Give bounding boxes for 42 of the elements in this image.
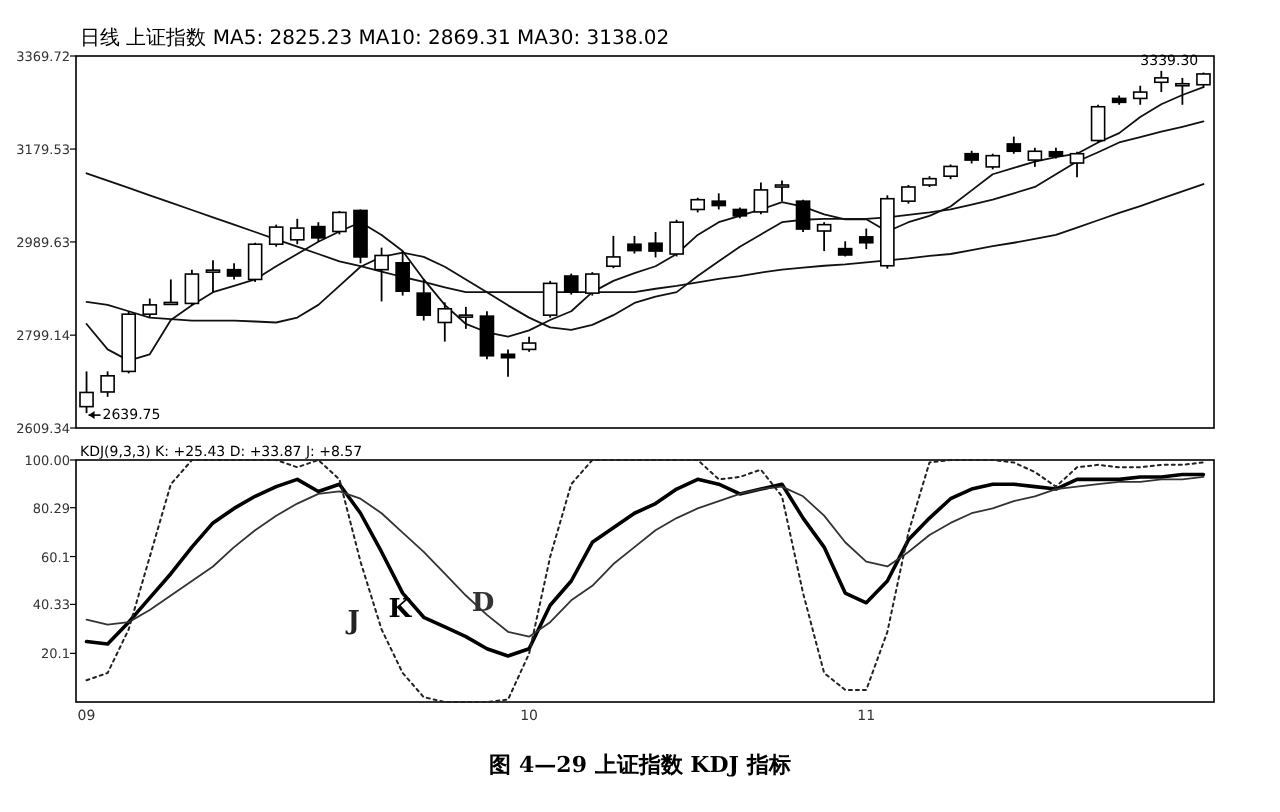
candlestick [289, 217, 305, 246]
candlestick [648, 231, 663, 259]
candlestick [184, 268, 200, 306]
candlestick [500, 348, 516, 378]
series-label: J [345, 607, 360, 638]
candlestick [858, 227, 874, 251]
candlestick [606, 235, 621, 270]
caption: 图 4—29 上证指数 KDJ 指标 [489, 752, 791, 778]
candlestick [753, 181, 769, 216]
candlestick [142, 297, 158, 319]
candlestick [353, 208, 368, 265]
candlestick [795, 198, 811, 233]
candlestick [816, 221, 832, 252]
candlestick [374, 246, 389, 303]
candlestick [332, 210, 347, 236]
series-label: K [388, 595, 413, 626]
candlestick [416, 278, 432, 322]
candlestick [901, 184, 916, 205]
candlestick [205, 259, 221, 294]
candlestick [437, 301, 453, 343]
candlestick [1027, 146, 1043, 168]
candlestick [311, 221, 326, 243]
candlestick [584, 271, 600, 297]
chart-title: 日线 上证指数 MA5: 2825.23 MA10: 2869.31 MA30: 3138.02 [80, 26, 670, 50]
candlestick [268, 223, 284, 248]
candlestick [100, 370, 115, 398]
line-series [85, 86, 1205, 362]
candlestick [563, 272, 579, 296]
candlestick [1175, 76, 1190, 106]
candlestick [774, 179, 790, 203]
candlestick [1132, 84, 1148, 106]
candlestick [458, 305, 474, 330]
candlestick [1153, 69, 1169, 93]
candlestick [1090, 103, 1106, 144]
candlestick [247, 241, 263, 283]
series-label: D [471, 588, 495, 619]
candlestick [669, 218, 684, 258]
candlestick [479, 310, 495, 361]
candlestick [395, 250, 410, 297]
candlestick [1069, 150, 1085, 179]
line-series [85, 459, 1205, 703]
candlestick [542, 280, 558, 319]
